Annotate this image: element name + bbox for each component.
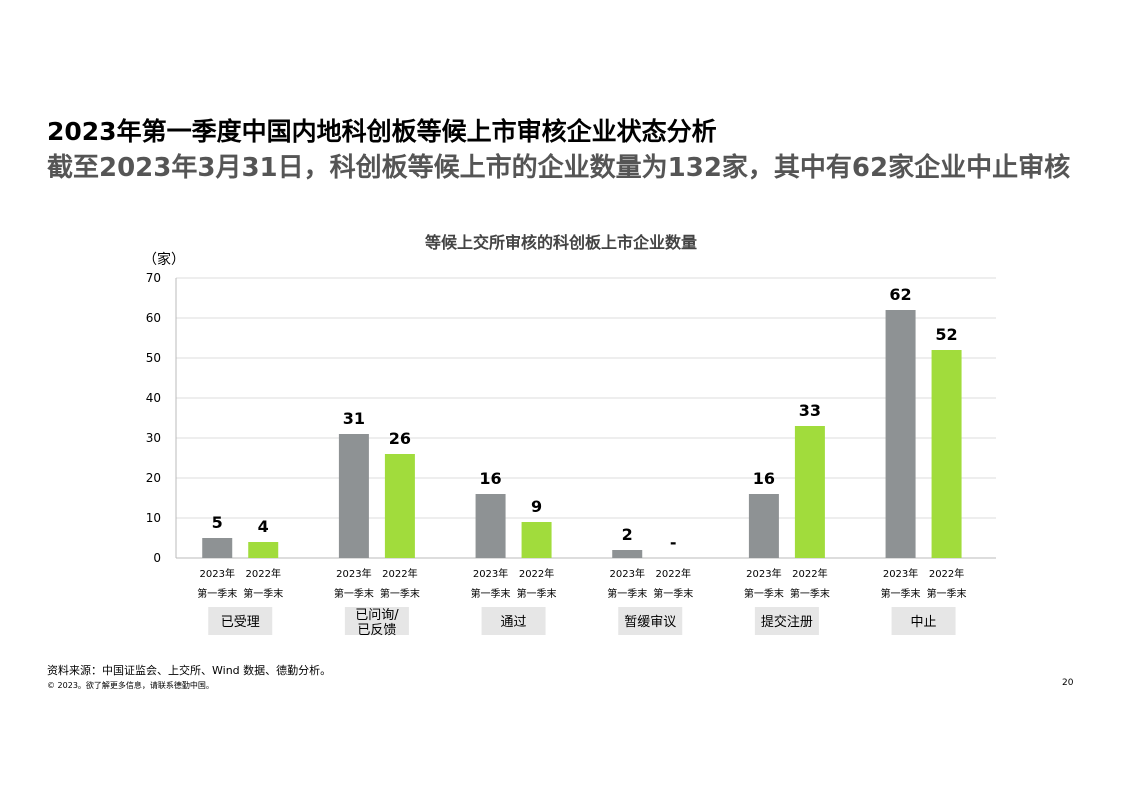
data-label: 31 [343, 409, 365, 428]
category-label: 中止 [911, 615, 937, 630]
series-period-label: 第一季末 [881, 587, 921, 600]
bar [885, 310, 916, 558]
data-label: 26 [389, 429, 411, 448]
series-year-label: 2023年 [473, 567, 508, 580]
y-tick-label: 60 [146, 311, 161, 325]
bar [202, 538, 233, 558]
y-tick-label: 30 [146, 431, 161, 445]
series-period-label: 第一季末 [653, 587, 693, 600]
series-period-label: 第一季末 [380, 587, 420, 600]
data-label: 9 [531, 497, 542, 516]
series-year-label: 2022年 [656, 567, 691, 580]
series-period-label: 第一季末 [517, 587, 557, 600]
y-tick-label: 0 [153, 551, 161, 565]
series-year-label: 2022年 [382, 567, 417, 580]
series-year-label: 2023年 [200, 567, 235, 580]
category-label: 已受理 [221, 615, 260, 630]
series-period-label: 第一季末 [334, 587, 374, 600]
series-period-label: 第一季末 [790, 587, 830, 600]
data-label: - [670, 533, 677, 552]
series-period-label: 第一季末 [607, 587, 647, 600]
series-year-label: 2023年 [610, 567, 645, 580]
series-year-label: 2022年 [929, 567, 964, 580]
chart-title: 等候上交所审核的科创板上市企业数量 [424, 233, 697, 252]
bar [748, 494, 779, 558]
data-label: 62 [889, 285, 911, 304]
data-label: 2 [622, 525, 633, 544]
series-period-label: 第一季末 [744, 587, 784, 600]
page-subtitle: 截至2023年3月31日，科创板等候上市的企业数量为132家，其中有62家企业中… [47, 153, 1071, 183]
bar [475, 494, 506, 558]
series-period-label: 第一季末 [927, 587, 967, 600]
data-label: 16 [479, 469, 501, 488]
data-label: 4 [258, 517, 269, 536]
page-title: 2023年第一季度中国内地科创板等候上市审核企业状态分析 [47, 117, 717, 146]
category-label: 已问询/ [355, 608, 399, 623]
data-label: 16 [753, 469, 775, 488]
bar [338, 434, 369, 558]
category-label-box [618, 607, 683, 635]
series-year-label: 2023年 [746, 567, 781, 580]
series-year-label: 2023年 [883, 567, 918, 580]
y-axis-label: （家） [143, 251, 185, 268]
y-tick-label: 50 [146, 351, 161, 365]
category-label: 通过 [501, 615, 527, 630]
bar [612, 550, 643, 558]
series-year-label: 2023年 [336, 567, 371, 580]
copyright-note: © 2023。欲了解更多信息，请联系德勤中国。 [47, 681, 214, 690]
category-label: 暂缓审议 [624, 615, 676, 630]
data-label: 5 [212, 513, 223, 532]
series-year-label: 2022年 [792, 567, 827, 580]
series-year-label: 2022年 [519, 567, 554, 580]
category-label-box [344, 607, 409, 635]
category-label-box [208, 607, 273, 635]
y-tick-label: 10 [146, 511, 161, 525]
y-tick-label: 20 [146, 471, 161, 485]
category-label-box [891, 607, 956, 635]
series-year-label: 2022年 [246, 567, 281, 580]
bar [384, 454, 415, 558]
bar [521, 522, 552, 558]
source-note: 资料来源：中国证监会、上交所、Wind 数据、德勤分析。 [47, 664, 332, 677]
bar [931, 350, 962, 558]
category-label: 提交注册 [761, 614, 813, 630]
category-label-box [754, 607, 819, 635]
bar [794, 426, 825, 558]
category-label-box [481, 607, 546, 635]
y-tick-label: 70 [146, 271, 161, 285]
data-label: 52 [935, 325, 957, 344]
y-tick-label: 40 [146, 391, 161, 405]
series-period-label: 第一季末 [471, 587, 511, 600]
data-label: 33 [799, 401, 821, 420]
series-period-label: 第一季末 [243, 587, 283, 600]
page-number: 20 [1062, 678, 1074, 688]
series-period-label: 第一季末 [197, 587, 237, 600]
bar [248, 542, 279, 558]
category-label: 已反馈 [357, 623, 396, 638]
